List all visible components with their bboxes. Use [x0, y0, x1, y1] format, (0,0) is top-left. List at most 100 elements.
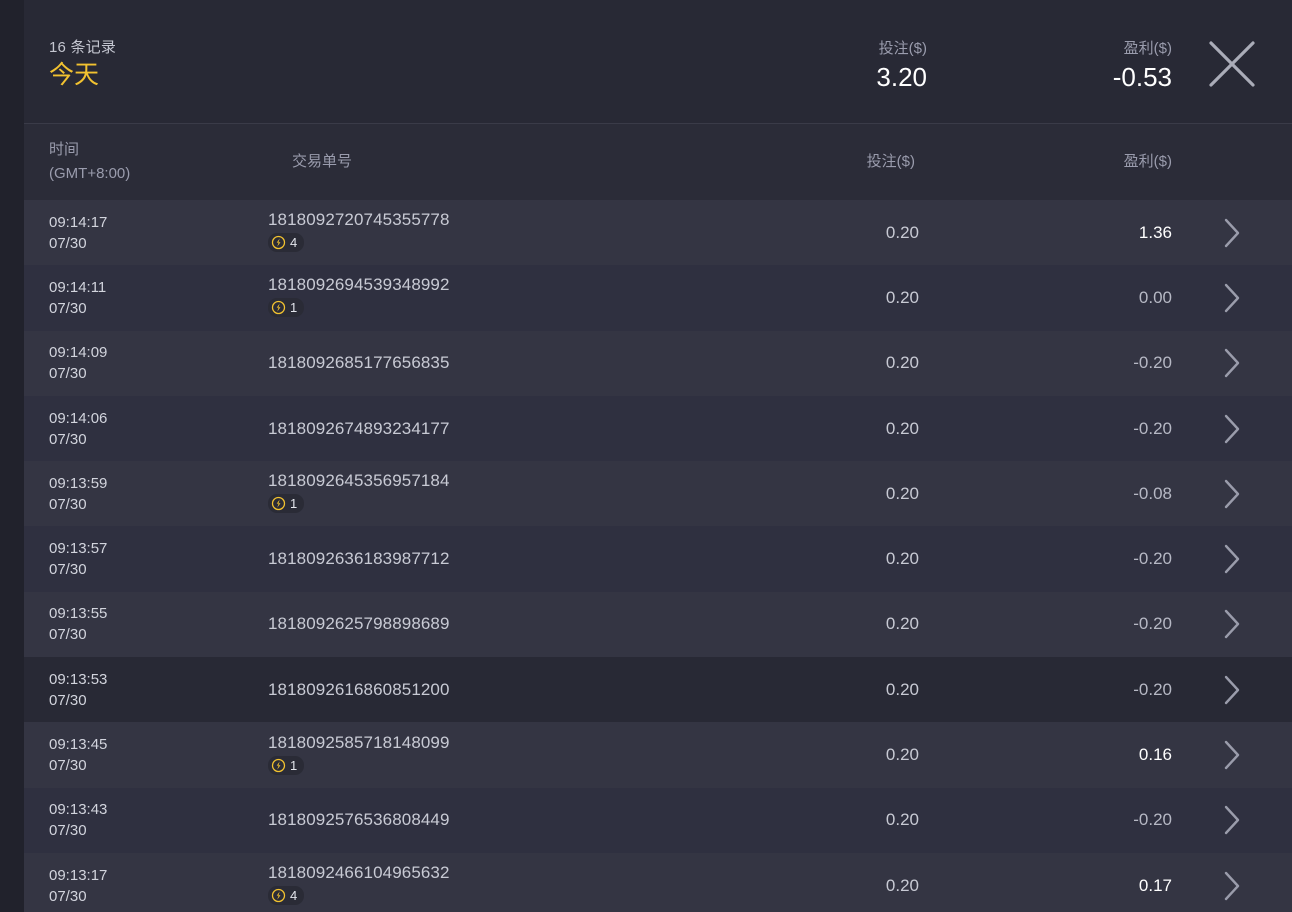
row-order-id: 1818092585718148099 [268, 732, 450, 752]
row-order-id: 1818092636183987712 [268, 549, 450, 569]
table-row[interactable]: 09:13:45 07/30 1818092585718148099 1 0.20 0.1… [24, 722, 1292, 788]
lightning-coin-icon [271, 497, 286, 511]
row-profit: 0.16 [1138, 745, 1172, 765]
lightning-coin-icon [271, 758, 286, 772]
row-profit: -0.20 [1133, 353, 1172, 373]
multiplier-badge-count: 1 [290, 496, 298, 512]
chevron-right-icon [1224, 283, 1240, 313]
row-bet: 0.20 [885, 679, 919, 699]
record-count-label: 16 条记录 [49, 39, 117, 56]
multiplier-badge-count: 1 [290, 300, 298, 316]
row-detail-button[interactable] [1172, 803, 1292, 837]
row-time: 09:13:53 [49, 670, 108, 688]
row-bet: 0.20 [885, 549, 919, 569]
row-order-cell: 1818092694539348992 1 [268, 274, 754, 321]
row-bet: 0.20 [885, 287, 919, 307]
row-timestamp: 09:14:06 07/30 [24, 408, 268, 450]
close-button[interactable] [1172, 0, 1292, 123]
column-time-label: 时间 [49, 141, 80, 158]
row-order-cell: 1818092585718148099 1 [268, 732, 754, 779]
row-order-id: 1818092466104965632 [268, 863, 450, 883]
row-timestamp: 09:13:17 07/30 [24, 865, 268, 907]
row-detail-button[interactable] [1172, 607, 1292, 641]
multiplier-badge: 1 [268, 755, 305, 775]
table-row[interactable]: 09:13:17 07/30 1818092466104965632 4 0.20 0.1… [24, 852, 1292, 912]
total-profit-label: 盈利($) [1123, 40, 1172, 57]
table-row[interactable]: 09:13:57 07/30 1818092636183987712 0.20 -0.2… [24, 526, 1292, 592]
column-time: 时间 (GMT+8:00) [49, 138, 130, 186]
row-bet: 0.20 [885, 353, 919, 373]
panel-header: 16 条记录 今天 投注($) 3.20 盈利($) -0.53 [24, 0, 1292, 123]
row-detail-button[interactable] [1172, 738, 1292, 772]
column-profit: 盈利($) [1123, 153, 1172, 170]
row-timestamp: 09:13:57 07/30 [24, 538, 268, 580]
table-row[interactable]: 09:13:59 07/30 1818092645356957184 1 0.20 -0.… [24, 461, 1292, 527]
row-date: 07/30 [49, 822, 87, 840]
row-time: 09:13:17 [49, 866, 108, 884]
table-row[interactable]: 09:13:53 07/30 1818092616860851200 0.20 -0.2… [24, 657, 1292, 723]
table-row[interactable]: 09:13:55 07/30 1818092625798898689 0.20 -0.2… [24, 591, 1292, 658]
row-time: 09:13:45 [49, 736, 108, 754]
chevron-right-icon [1224, 806, 1240, 835]
row-detail-button[interactable] [1172, 346, 1292, 380]
panel-surface: 16 条记录 今天 投注($) 3.20 盈利($) -0.53 [24, 0, 1292, 912]
multiplier-badge-count: 1 [290, 757, 298, 773]
row-detail-button[interactable] [1172, 281, 1292, 315]
row-timestamp: 09:13:45 07/30 [24, 734, 268, 776]
total-profit-value: -0.53 [1112, 62, 1172, 92]
total-bet-stat: 投注($) 3.20 [712, 0, 927, 93]
chevron-right-icon [1224, 740, 1240, 770]
row-order-id: 1818092576536808449 [268, 810, 450, 830]
row-time: 09:13:43 [49, 801, 108, 819]
row-bet: 0.20 [885, 418, 919, 438]
row-bet: 0.20 [885, 875, 919, 895]
row-date: 07/30 [49, 234, 87, 252]
total-profit-stat: 盈利($) -0.53 [927, 0, 1172, 93]
row-detail-button[interactable] [1172, 673, 1292, 707]
total-bet-value: 3.20 [876, 62, 927, 92]
row-detail-button[interactable] [1172, 477, 1292, 511]
row-order-cell: 1818092616860851200 [268, 679, 754, 701]
row-order-cell: 1818092685177656835 [268, 352, 754, 374]
row-profit: -0.20 [1133, 679, 1172, 699]
table-row[interactable]: 09:13:43 07/30 1818092576536808449 0.20 -0.2… [24, 787, 1292, 853]
row-time: 09:13:57 [49, 540, 108, 558]
multiplier-badge: 4 [268, 233, 305, 253]
row-detail-button[interactable] [1172, 542, 1292, 576]
table-row[interactable]: 09:14:09 07/30 1818092685177656835 0.20 -0.2… [24, 330, 1292, 396]
row-date: 07/30 [49, 561, 87, 579]
row-bet: 0.20 [885, 745, 919, 765]
multiplier-badge-count: 4 [290, 235, 298, 251]
row-detail-button[interactable] [1172, 216, 1292, 250]
row-timestamp: 09:14:11 07/30 [24, 277, 268, 319]
row-order-id: 1818092625798898689 [268, 614, 450, 634]
table-row[interactable]: 09:14:17 07/30 1818092720745355778 4 0.20 1.3… [24, 200, 1292, 266]
row-order-id: 1818092685177656835 [268, 353, 450, 373]
chevron-right-icon [1224, 479, 1240, 509]
total-bet-label: 投注($) [878, 40, 927, 57]
row-order-cell: 1818092636183987712 [268, 548, 754, 570]
header-totals: 投注($) 3.20 盈利($) -0.53 [712, 0, 1292, 123]
row-timestamp: 09:13:43 07/30 [24, 799, 268, 841]
table-row[interactable]: 09:14:06 07/30 1818092674893234177 0.20 -0.2… [24, 395, 1292, 462]
row-profit: -0.20 [1133, 418, 1172, 438]
row-order-cell: 1818092645356957184 1 [268, 470, 754, 517]
row-time: 09:13:55 [49, 605, 108, 623]
row-timestamp: 09:13:55 07/30 [24, 603, 268, 645]
column-time-timezone: (GMT+8:00) [49, 165, 131, 182]
row-order-cell: 1818092466104965632 4 [268, 862, 754, 909]
table-row[interactable]: 09:14:11 07/30 1818092694539348992 1 0.20 0.0… [24, 265, 1292, 331]
chevron-right-icon [1224, 610, 1240, 639]
column-order: 交易单号 [292, 153, 353, 170]
column-bet: 投注($) [866, 153, 915, 170]
row-detail-button[interactable] [1172, 412, 1292, 446]
row-time: 09:14:11 [49, 278, 107, 296]
row-time: 09:14:06 [49, 409, 108, 427]
row-detail-button[interactable] [1172, 869, 1292, 903]
row-timestamp: 09:13:53 07/30 [24, 669, 268, 711]
row-date: 07/30 [49, 495, 87, 513]
row-bet: 0.20 [885, 614, 919, 634]
multiplier-badge-count: 4 [290, 888, 298, 904]
row-order-id: 1818092645356957184 [268, 471, 450, 491]
